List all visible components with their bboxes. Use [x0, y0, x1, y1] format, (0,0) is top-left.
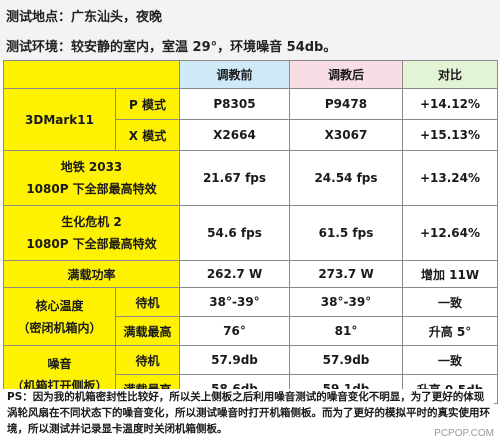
cell-value: 38°-39°	[179, 287, 290, 317]
cell-value: P9478	[289, 88, 403, 120]
cell-value: 81°	[289, 316, 403, 346]
metro-title: 地铁 2033	[60, 160, 123, 174]
cell-value: 54.6 fps	[179, 205, 290, 261]
cell-value: 57.9db	[289, 345, 403, 375]
row-label-3dmark11: 3DMark11	[3, 88, 116, 151]
col-header-before: 调教前	[179, 60, 290, 89]
cell-diff: +12.64%	[402, 205, 498, 261]
table-header-row: 调教前 调教后 对比	[3, 60, 498, 89]
cell-diff: 增加 11W	[402, 260, 498, 288]
header-blank	[3, 60, 180, 89]
sub-label-load-max: 满载最高	[115, 316, 180, 346]
col-header-after: 调教后	[289, 60, 403, 89]
table-row: 满载功率 262.7 W 273.7 W 增加 11W	[3, 260, 498, 288]
noise-title: 噪音	[47, 356, 72, 371]
col-header-diff: 对比	[402, 60, 498, 89]
sub-label-idle: 待机	[115, 345, 180, 375]
cell-value: 38°-39°	[289, 287, 403, 317]
cell-value: 61.5 fps	[289, 205, 403, 261]
table-row: 核心温度 （密闭机箱内） 待机 38°-39° 38°-39° 一致	[3, 287, 498, 346]
row-label-resident-evil-2: 生化危机 2 1080P 下全部最高特效	[3, 205, 180, 261]
cell-value: 273.7 W	[289, 260, 403, 288]
row-label-metro-2033: 地铁 2033 1080P 下全部最高特效	[3, 150, 180, 206]
cell-value: 21.67 fps	[179, 150, 290, 206]
header: 测试地点：广东汕头，夜晚 测试环境：较安静的室内，室温 29°，环境噪音 54d…	[0, 0, 500, 60]
sub-label-p-mode: P 模式	[115, 88, 180, 120]
re-setting: 1080P 下全部最高特效	[26, 237, 157, 251]
row-label-core-temp: 核心温度 （密闭机箱内）	[3, 287, 116, 346]
cell-diff: +13.24%	[402, 150, 498, 206]
test-location: 测试地点：广东汕头，夜晚	[6, 10, 163, 25]
cell-diff: 一致	[402, 287, 498, 317]
cell-diff: 一致	[402, 345, 498, 375]
cell-value: P8305	[179, 88, 290, 120]
table-row: 满载最高 76° 81° 升高 5°	[4, 316, 498, 346]
footnote: PS：因为我的机箱密封性比较好，所以关上侧板之后利用噪音测试的噪音变化不明显，为…	[3, 389, 494, 437]
cell-value: 262.7 W	[179, 260, 290, 288]
cell-value: 24.54 fps	[289, 150, 403, 206]
sub-label-idle: 待机	[115, 287, 180, 317]
temp-condition: （密闭机箱内）	[17, 320, 102, 335]
comparison-table: 调教前 调教后 对比 3DMark11 P 模式 P8305 P9478 +14…	[3, 60, 498, 404]
test-environment: 测试环境：较安静的室内，室温 29°，环境噪音 54db。	[6, 40, 337, 55]
row-label-load-power: 满载功率	[3, 260, 180, 288]
cell-diff: +15.13%	[402, 119, 498, 151]
cell-value: X3067	[289, 119, 403, 151]
watermark: PCPOP.COM	[434, 428, 494, 439]
cell-diff: 升高 5°	[402, 316, 498, 346]
table-row: X 模式 X2664 X3067 +15.13%	[4, 119, 498, 151]
re-title: 生化危机 2	[61, 215, 122, 229]
cell-value: X2664	[179, 119, 290, 151]
temp-title: 核心温度	[35, 298, 84, 313]
table-row: 噪音 （机箱打开侧板） 待机 57.9db 57.9db 一致	[3, 345, 498, 404]
table-row: 地铁 2033 1080P 下全部最高特效 21.67 fps 24.54 fp…	[3, 150, 498, 206]
table-row: 3DMark11 P 模式 P8305 P9478 +14.12%	[3, 88, 498, 151]
metro-setting: 1080P 下全部最高特效	[26, 182, 157, 196]
cell-value: 57.9db	[179, 345, 290, 375]
cell-value: 76°	[179, 316, 290, 346]
table-row: 生化危机 2 1080P 下全部最高特效 54.6 fps 61.5 fps +…	[3, 205, 498, 261]
sub-label-x-mode: X 模式	[115, 119, 180, 151]
cell-diff: +14.12%	[402, 88, 498, 120]
